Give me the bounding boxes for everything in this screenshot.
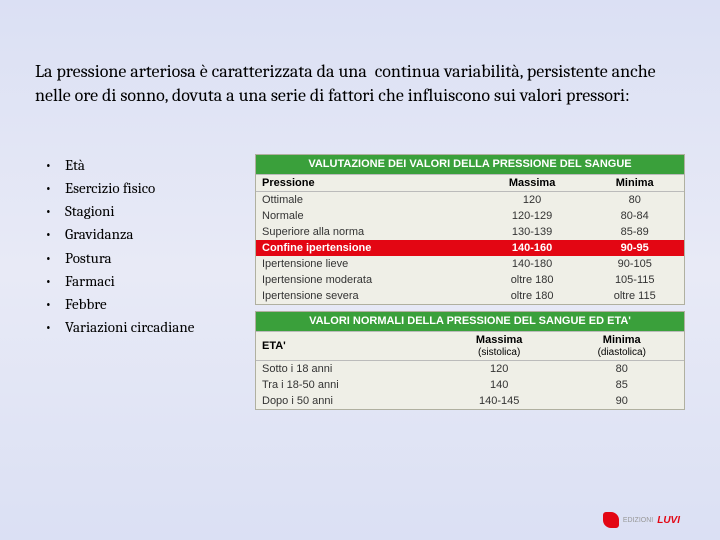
cell-label: Dopo i 50 anni xyxy=(256,393,439,409)
list-item: Farmaci xyxy=(45,270,235,293)
list-item: Postura xyxy=(45,247,235,270)
table-row: Normale 120-129 80-84 xyxy=(256,208,684,224)
logo-small-text: EDIZIONI xyxy=(623,517,653,524)
cell-label: Tra i 18-50 anni xyxy=(256,377,439,393)
cell-max: 120 xyxy=(479,191,586,208)
publisher-logo: EDIZIONI LUVI xyxy=(603,512,680,528)
table-row: Ipertensione moderata oltre 180 105-115 xyxy=(256,272,684,288)
table-header-row: Pressione Massima Minima xyxy=(256,174,684,191)
cell-max: 140-180 xyxy=(479,256,586,272)
col-header: Minima xyxy=(585,174,684,191)
list-item: Febbre xyxy=(45,293,235,316)
cell-max: 130-139 xyxy=(479,224,586,240)
cell-max: 140 xyxy=(439,377,560,393)
cell-max: 120 xyxy=(439,360,560,377)
age-table-panel: VALORI NORMALI DELLA PRESSIONE DEL SANGU… xyxy=(255,311,685,410)
list-item: Gravidanza xyxy=(45,223,235,246)
col-header: Pressione xyxy=(256,174,479,191)
cell-min: 90-105 xyxy=(585,256,684,272)
col-header: Massima xyxy=(479,174,586,191)
cell-label: Superiore alla norma xyxy=(256,224,479,240)
cell-label: Ipertensione severa xyxy=(256,288,479,304)
table-row: Confine ipertensione 140-160 90-95 xyxy=(256,240,684,256)
table-row: Ipertensione severa oltre 180 oltre 115 xyxy=(256,288,684,304)
list-item: Stagioni xyxy=(45,200,235,223)
cell-max: oltre 180 xyxy=(479,288,586,304)
cell-min: 80 xyxy=(559,360,684,377)
cell-min: 85-89 xyxy=(585,224,684,240)
evaluation-table-title: VALUTAZIONE DEI VALORI DELLA PRESSIONE D… xyxy=(256,155,684,174)
col-header: Minima (diastolica) xyxy=(559,331,684,360)
evaluation-table-panel: VALUTAZIONE DEI VALORI DELLA PRESSIONE D… xyxy=(255,154,685,305)
cell-min: 80 xyxy=(585,191,684,208)
cell-max: 140-160 xyxy=(479,240,586,256)
cell-max: 120-129 xyxy=(479,208,586,224)
table-header-row: ETA' Massima (sistolica) Minima (diastol… xyxy=(256,331,684,360)
cell-label: Ipertensione moderata xyxy=(256,272,479,288)
col-header-text: Minima xyxy=(603,334,641,346)
cell-max: 140-145 xyxy=(439,393,560,409)
age-table: ETA' Massima (sistolica) Minima (diastol… xyxy=(256,331,684,409)
cell-min: 90 xyxy=(559,393,684,409)
cell-label: Ottimale xyxy=(256,191,479,208)
col-subheader: (sistolica) xyxy=(478,347,520,358)
cell-max: oltre 180 xyxy=(479,272,586,288)
age-table-title: VALORI NORMALI DELLA PRESSIONE DEL SANGU… xyxy=(256,312,684,331)
cell-label: Confine ipertensione xyxy=(256,240,479,256)
cell-min: 80-84 xyxy=(585,208,684,224)
table-row: Tra i 18-50 anni 140 85 xyxy=(256,377,684,393)
cell-min: 105-115 xyxy=(585,272,684,288)
cell-min: 90-95 xyxy=(585,240,684,256)
cell-label: Ipertensione lieve xyxy=(256,256,479,272)
content-row: EtàEsercizio fisicoStagioniGravidanzaPos… xyxy=(35,154,685,416)
col-header-text: ETA' xyxy=(262,340,286,352)
col-subheader: (diastolica) xyxy=(598,347,646,358)
table-row: Dopo i 50 anni 140-145 90 xyxy=(256,393,684,409)
tables-column: VALUTAZIONE DEI VALORI DELLA PRESSIONE D… xyxy=(255,154,685,416)
col-header-text: Massima xyxy=(476,334,522,346)
table-row: Ipertensione lieve 140-180 90-105 xyxy=(256,256,684,272)
evaluation-table: Pressione Massima Minima Ottimale 120 80… xyxy=(256,174,684,304)
cell-label: Sotto i 18 anni xyxy=(256,360,439,377)
cell-min: oltre 115 xyxy=(585,288,684,304)
cell-label: Normale xyxy=(256,208,479,224)
col-header: Massima (sistolica) xyxy=(439,331,560,360)
intro-paragraph: La pressione arteriosa è caratterizzata … xyxy=(35,60,685,109)
table-row: Sotto i 18 anni 120 80 xyxy=(256,360,684,377)
cell-min: 85 xyxy=(559,377,684,393)
factors-list: EtàEsercizio fisicoStagioniGravidanzaPos… xyxy=(35,154,235,340)
factors-column: EtàEsercizio fisicoStagioniGravidanzaPos… xyxy=(35,154,235,416)
list-item: Età xyxy=(45,154,235,177)
table-row: Superiore alla norma 130-139 85-89 xyxy=(256,224,684,240)
table-row: Ottimale 120 80 xyxy=(256,191,684,208)
col-header: ETA' xyxy=(256,331,439,360)
logo-text: LUVI xyxy=(657,515,680,526)
list-item: Variazioni circadiane xyxy=(45,316,235,339)
logo-icon xyxy=(603,512,619,528)
list-item: Esercizio fisico xyxy=(45,177,235,200)
